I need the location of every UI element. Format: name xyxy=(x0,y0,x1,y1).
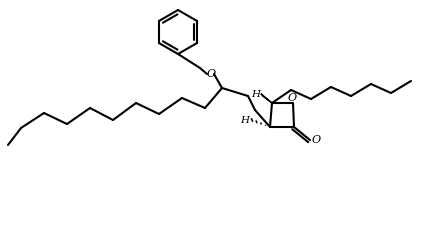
Text: O: O xyxy=(312,135,321,145)
Text: O: O xyxy=(207,69,216,79)
Text: H: H xyxy=(240,116,250,124)
Text: O: O xyxy=(287,93,296,103)
Polygon shape xyxy=(261,94,272,103)
Text: H: H xyxy=(251,89,260,99)
